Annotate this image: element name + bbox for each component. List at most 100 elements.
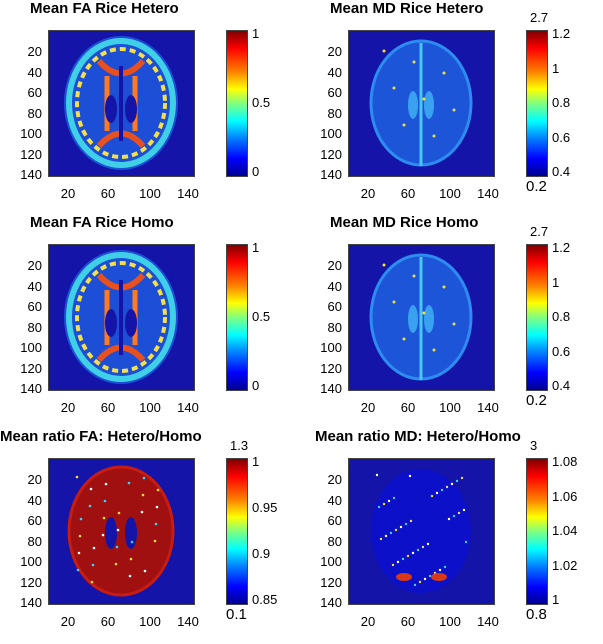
x-tick-label: 20: [60, 400, 76, 415]
colorbar-tick-label: 1.2: [552, 240, 571, 255]
colorbar-tick-label: 0.6: [552, 129, 571, 145]
colorbar-tick-label: 0.4: [552, 164, 571, 179]
y-tick-label: 100: [320, 554, 342, 569]
y-tick-label: 20: [327, 44, 342, 59]
y-tick-label: 140: [320, 381, 342, 396]
colorbar-tick-label: 1: [252, 240, 260, 255]
colorbar-tick-label: 0.4: [552, 378, 571, 393]
colorbar: [226, 458, 248, 605]
colorbar-bottom-label: 0.2: [526, 392, 547, 409]
y-tick-label: 120: [320, 146, 342, 162]
y-tick-label: 140: [320, 167, 342, 182]
y-tick-label: 60: [27, 299, 42, 314]
y-tick-label: 80: [327, 533, 342, 549]
colorbar-tick-label: 1: [552, 60, 560, 76]
y-tick-label: 120: [20, 360, 42, 376]
panel-title: Mean MD Rice Hetero: [330, 0, 484, 17]
x-tick-label: 60: [400, 186, 416, 201]
panel-6: Mean ratio MD: Hetero/Homo 20 40 60 80 100 120…: [300, 428, 600, 642]
y-tick-label: 100: [320, 340, 342, 355]
colorbar-tick-label: 0: [252, 164, 260, 179]
colorbar: [526, 30, 548, 177]
panel-title: Mean MD Rice Homo: [330, 214, 479, 231]
panel-title: Mean FA Rice Hetero: [30, 0, 179, 17]
panel-title: Mean ratio FA: Hetero/Homo: [0, 428, 202, 445]
colorbar-bottom-label: 0.1: [226, 606, 247, 623]
brain-map: [348, 244, 495, 391]
colorbar-tick-label: 1: [252, 454, 260, 469]
y-tick-label: 140: [20, 167, 42, 182]
x-tick-label: 140: [477, 186, 499, 201]
colorbar-tick-label: 1.04: [552, 523, 578, 538]
colorbar-top-label: 2.7: [530, 224, 549, 239]
y-tick-label: 100: [320, 126, 342, 141]
y-tick-label: 80: [27, 105, 42, 121]
panel-5: Mean ratio FA: Hetero/Homo 20 40 60 80 100 120…: [0, 428, 300, 642]
colorbar-tick-label: 0.85: [252, 592, 278, 607]
y-tick-label: 80: [27, 319, 42, 335]
panel-title: Mean FA Rice Homo: [30, 214, 174, 231]
colorbar-top-label: 2.7: [530, 10, 549, 25]
x-tick-label: 60: [100, 186, 116, 201]
x-tick-label: 140: [477, 400, 499, 415]
brain-map-image: [349, 459, 494, 604]
y-tick-label: 40: [27, 492, 42, 508]
x-tick-label: 60: [400, 400, 416, 415]
colorbar-tick-label: 0.8: [552, 95, 571, 110]
x-tick-label: 60: [100, 400, 116, 415]
y-tick-label: 120: [320, 574, 342, 590]
colorbar-tick-label: 0.9: [252, 546, 271, 561]
colorbar-tick-label: 0.8: [552, 309, 571, 324]
y-tick-label: 40: [27, 64, 42, 80]
y-tick-label: 20: [27, 472, 42, 487]
x-tick-label: 20: [60, 614, 76, 629]
y-tick-label: 40: [327, 64, 342, 80]
brain-map: [348, 30, 495, 177]
brain-map-image: [49, 31, 194, 176]
y-tick-label: 100: [20, 340, 42, 355]
colorbar: [226, 30, 248, 177]
colorbar-tick-label: 1: [252, 26, 260, 41]
x-tick-label: 140: [177, 186, 199, 201]
y-tick-label: 20: [327, 472, 342, 487]
colorbar: [526, 244, 548, 391]
colorbar-tick-label: 1.06: [552, 488, 578, 504]
colorbar-tick-label: 0.5: [252, 95, 271, 110]
y-tick-label: 120: [320, 360, 342, 376]
y-tick-label: 40: [327, 492, 342, 508]
y-tick-label: 20: [27, 44, 42, 59]
x-tick-label: 100: [139, 614, 161, 629]
y-tick-label: 40: [327, 278, 342, 294]
y-tick-label: 60: [27, 85, 42, 100]
brain-map-image: [49, 459, 194, 604]
colorbar: [526, 458, 548, 605]
panel-2: Mean MD Rice Hetero 20 40 60 80 100 120 140 20 60…: [300, 0, 600, 214]
colorbar-bottom-label: 0.8: [526, 606, 547, 623]
x-tick-label: 100: [439, 614, 461, 629]
panel-3: Mean FA Rice Homo 20 40 60 80 100 120 140 20 60 10…: [0, 214, 300, 428]
colorbar-tick-label: 1: [552, 592, 560, 607]
panel-4: Mean MD Rice Homo 20 40 60 80 100 120 140 20 60 10…: [300, 214, 600, 428]
panel-1: Mean FA Rice Hetero 20 40 60 80 100 120 140 20 60…: [0, 0, 300, 214]
x-tick-label: 20: [360, 400, 376, 415]
colorbar-bottom-label: 0.2: [526, 178, 547, 195]
brain-map-image: [349, 245, 494, 390]
y-tick-label: 60: [327, 85, 342, 100]
colorbar-tick-label: 0.95: [252, 500, 278, 515]
x-tick-label: 100: [439, 400, 461, 415]
x-tick-label: 20: [360, 614, 376, 629]
y-tick-label: 60: [327, 299, 342, 314]
y-tick-label: 120: [20, 574, 42, 590]
y-tick-label: 80: [327, 319, 342, 335]
brain-map: [348, 458, 495, 605]
brain-map-image: [349, 31, 494, 176]
colorbar-top-label: 1.3: [230, 438, 249, 453]
y-tick-label: 100: [20, 126, 42, 141]
x-tick-label: 20: [60, 186, 76, 201]
x-tick-label: 140: [177, 614, 199, 629]
x-tick-label: 20: [360, 186, 376, 201]
x-tick-label: 100: [439, 186, 461, 201]
x-tick-label: 140: [177, 400, 199, 415]
colorbar-tick-label: 0.5: [252, 309, 271, 324]
x-tick-label: 100: [139, 186, 161, 201]
